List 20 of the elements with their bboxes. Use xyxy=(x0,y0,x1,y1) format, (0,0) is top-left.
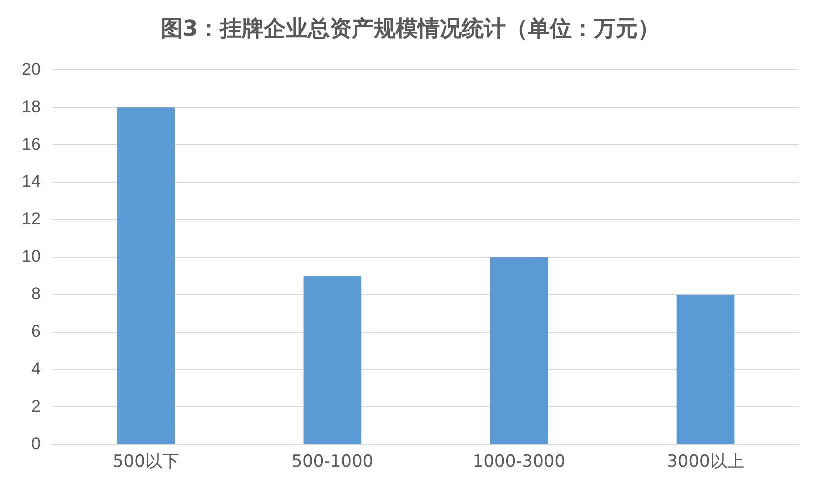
y-tick-label: 8 xyxy=(31,284,41,304)
y-tick-label: 6 xyxy=(31,322,41,341)
y-tick-label: 2 xyxy=(31,396,41,416)
y-tick-label: 20 xyxy=(22,60,41,79)
y-tick-label: 4 xyxy=(31,359,41,378)
bar xyxy=(304,276,362,444)
x-tick-label: 500-1000 xyxy=(292,452,374,472)
bar xyxy=(117,108,176,444)
bar xyxy=(676,294,735,444)
chart-title: 图3：挂牌企业总资产规模情况统计（单位：万元） xyxy=(160,16,662,44)
x-tick-label: 1000-3000 xyxy=(472,452,566,472)
x-tick-label: 3000以上 xyxy=(667,452,744,472)
bar xyxy=(490,257,548,444)
y-tick-label: 12 xyxy=(22,210,41,229)
y-tick-label: 10 xyxy=(22,247,41,266)
y-tick-label: 0 xyxy=(31,434,41,454)
y-tick-label: 14 xyxy=(22,172,41,192)
y-tick-label: 16 xyxy=(22,134,41,154)
x-tick-label: 500以下 xyxy=(112,452,180,472)
y-tick-label: 18 xyxy=(22,97,41,116)
